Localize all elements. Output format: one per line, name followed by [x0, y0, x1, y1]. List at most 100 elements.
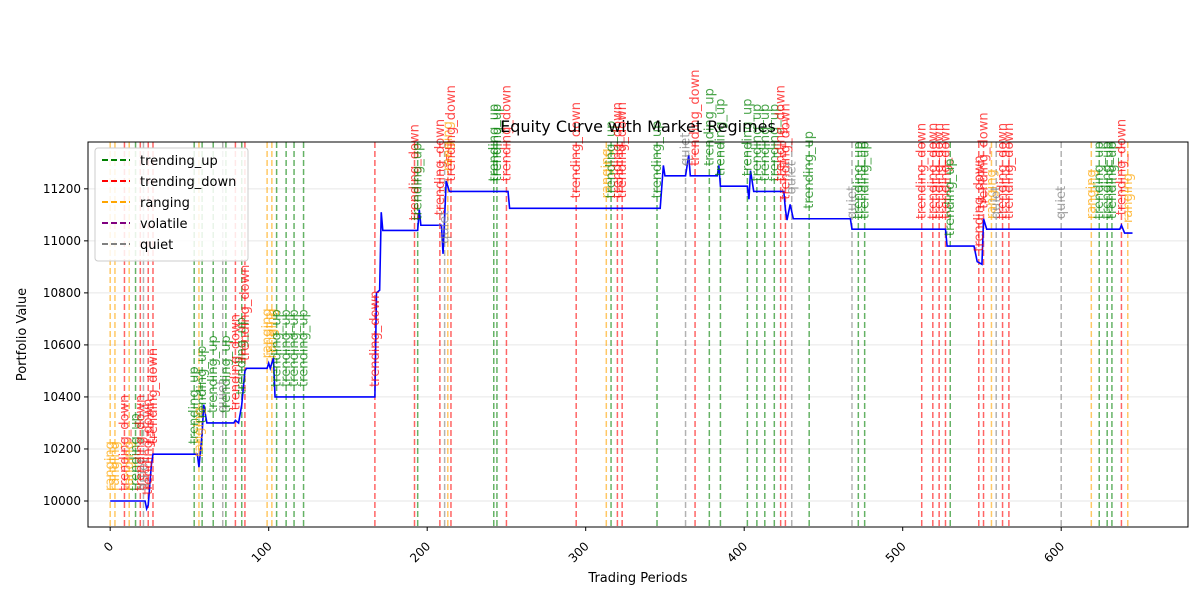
- regime-label: ranging: [192, 407, 207, 457]
- regime-label: trending_up: [702, 88, 717, 166]
- regime-label: quiet: [845, 186, 860, 219]
- regime-label: ranging: [599, 148, 614, 198]
- regime-label: trending_up: [490, 104, 505, 182]
- regime-label: trending_down: [778, 103, 793, 199]
- regime-label: trending_up: [270, 309, 285, 387]
- equity-line: [110, 154, 1133, 512]
- regime-label: trending_down: [433, 119, 448, 215]
- series: [110, 154, 1133, 512]
- regime-label: trending_up: [187, 366, 202, 444]
- x-tick-label: 0: [101, 539, 116, 554]
- regime-label: trending_down: [146, 348, 161, 444]
- y-tick-label: 10800: [43, 286, 81, 300]
- regime-label: trending_up: [650, 121, 665, 199]
- regime-label: trending_up: [1100, 141, 1115, 219]
- regime-label: trending_up: [195, 346, 210, 424]
- regime-label: trending_down: [996, 123, 1011, 219]
- legend-label: trending_up: [140, 154, 218, 169]
- regime-label: trending_up: [129, 413, 144, 491]
- legend-label: trending_down: [140, 175, 236, 190]
- regime-label: trending_down: [499, 85, 514, 181]
- regime-label: ranging: [984, 169, 999, 219]
- regime-label: quiet: [438, 211, 453, 244]
- y-tick-label: 11200: [43, 182, 81, 196]
- regime-label: ranging: [108, 441, 123, 491]
- regime-label: trending_up: [750, 104, 765, 182]
- y-tick-label: 11000: [43, 234, 81, 248]
- chart-title: Equity Curve with Market Regimes: [500, 117, 776, 136]
- regime-label: trending_down: [1002, 123, 1017, 219]
- regime-label: quiet: [785, 161, 800, 194]
- regime-label: trending_up: [1105, 141, 1120, 219]
- regime-label: ranging: [1121, 173, 1136, 223]
- regime-label: trending_up: [858, 141, 873, 219]
- regime-label: ranging: [1084, 169, 1099, 219]
- regime-label: ranging: [265, 308, 280, 358]
- regime-label: ranging: [260, 308, 275, 358]
- x-tick-label: 300: [566, 539, 592, 565]
- legend-label: quiet: [140, 238, 173, 253]
- regime-label: trending_down: [615, 102, 630, 198]
- regime-label: trending_down: [1114, 119, 1129, 215]
- regime-label: trending_down: [117, 395, 132, 491]
- x-tick-label: 400: [724, 539, 750, 565]
- regime-label: trending_down: [368, 291, 383, 387]
- regime-label: trending_up: [411, 143, 426, 221]
- y-tick-label: 10200: [43, 442, 81, 456]
- regime-label: ranging: [103, 441, 118, 491]
- legend-label: ranging: [140, 196, 190, 211]
- regime-label: trending_up: [206, 335, 221, 413]
- x-tick-label: 100: [249, 539, 275, 565]
- regime-label: trending_down: [977, 112, 992, 208]
- x-tick-label: 600: [1041, 539, 1067, 565]
- regime-label: ranging: [122, 441, 137, 491]
- regime-label: trending_up: [802, 131, 817, 209]
- regime-label: trending_down: [141, 399, 156, 495]
- regime-label: ranging: [441, 121, 456, 171]
- regime-label: trending_up: [767, 104, 782, 182]
- regime-label: trending_up: [713, 98, 728, 176]
- legend-box: [94, 147, 249, 262]
- regime-label: trending_up: [604, 121, 619, 199]
- regime-label: trending_up: [219, 335, 234, 413]
- x-axis-label: Trading Periods: [587, 571, 687, 586]
- regime-label: trending_down: [238, 265, 253, 361]
- grid: [88, 188, 1188, 502]
- y-tick-label: 10000: [43, 494, 81, 508]
- regime-label: trending_down: [228, 314, 243, 410]
- regime-label: trending_down: [915, 123, 930, 219]
- regime-label: trending_up: [235, 317, 250, 395]
- regime-label: trending_down: [610, 102, 625, 198]
- y-tick-label: 10400: [43, 390, 81, 404]
- x-tick-label: 500: [883, 539, 909, 565]
- y-axis-label: Portfolio Value: [15, 288, 30, 381]
- regime-label: trending_up: [758, 104, 773, 182]
- regime-label: quiet: [1054, 186, 1069, 219]
- regime-label: trending_down: [444, 85, 459, 181]
- regime-label: quiet: [679, 133, 694, 166]
- regime-label: trending_up: [279, 309, 294, 387]
- regime-label: trending_down: [774, 85, 789, 181]
- regime-labels: rangingrangingtrending_downrangingtrendi…: [103, 69, 1136, 494]
- regime-label: quiet: [989, 186, 1004, 219]
- legend-label: volatile: [140, 217, 188, 232]
- regime-label: trending_up: [487, 104, 502, 182]
- regime-label: trending_down: [938, 123, 953, 219]
- regime-label: trending_down: [926, 123, 941, 219]
- regime-label: trending_up: [287, 309, 302, 387]
- regime-label: quiet: [136, 458, 151, 491]
- regime-label: trending_down: [972, 155, 987, 251]
- regime-label: trending_down: [932, 123, 947, 219]
- regime-label: trending_up: [851, 141, 866, 219]
- regime-label: trending_up: [297, 309, 312, 387]
- regime-label: trending_down: [408, 124, 423, 220]
- regime-label: trending_down: [133, 395, 148, 491]
- y-tick-label: 10600: [43, 338, 81, 352]
- regime-label: trending_up: [1092, 141, 1107, 219]
- regime-label: trending_up: [943, 158, 958, 236]
- plot-frame: [87, 141, 1189, 528]
- regime-label: trending_down: [569, 102, 584, 198]
- x-tick-label: 200: [407, 539, 433, 565]
